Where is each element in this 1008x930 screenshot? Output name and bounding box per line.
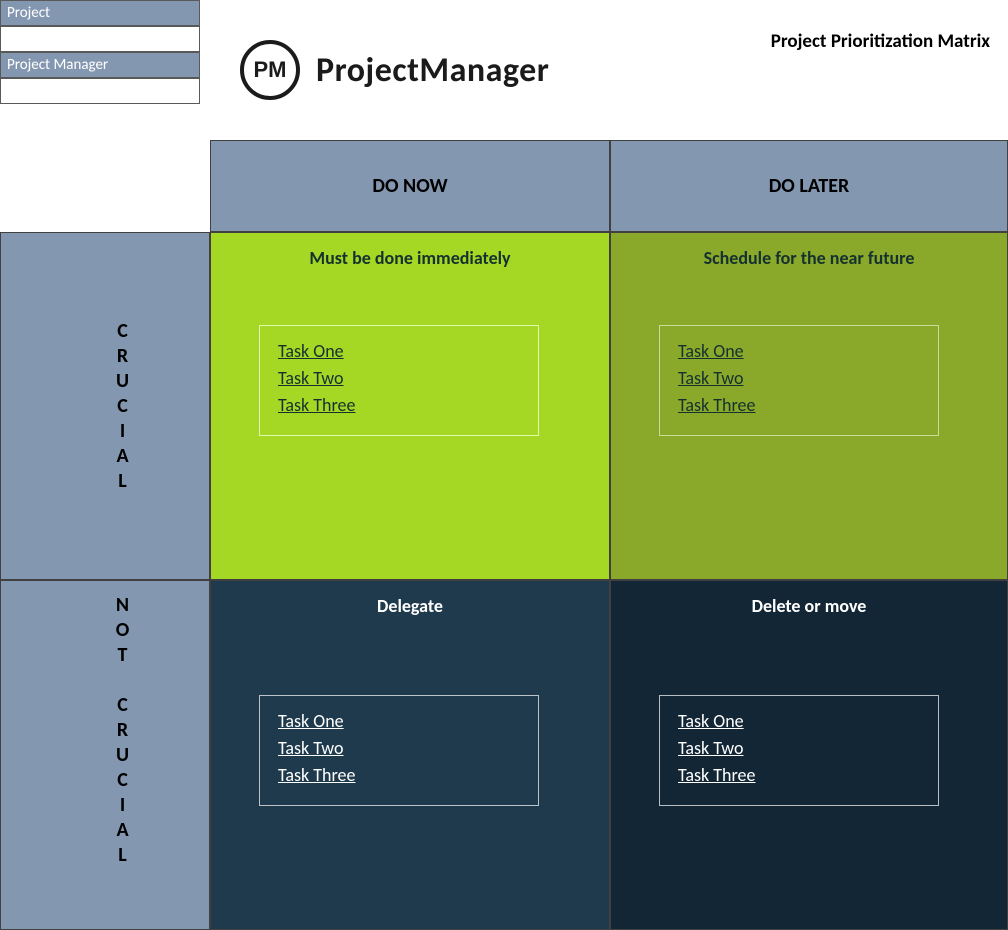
row-letter: I bbox=[116, 793, 130, 818]
quadrant-do-later-crucial: Schedule for the near future Task OneTas… bbox=[610, 232, 1008, 580]
task-link[interactable]: Task One bbox=[678, 338, 920, 365]
quadrant-do-now-crucial: Must be done immediately Task OneTask Tw… bbox=[210, 232, 610, 580]
task-box: Task OneTask TwoTask Three bbox=[659, 695, 939, 806]
row-letter: C bbox=[116, 768, 130, 793]
quadrant-do-later-not-crucial: Delete or move Task OneTask TwoTask Thre… bbox=[610, 580, 1008, 930]
task-link[interactable]: Task Three bbox=[278, 392, 520, 419]
pm-input[interactable] bbox=[0, 78, 200, 104]
row-letter: I bbox=[116, 419, 129, 444]
topleft-meta: Project Project Manager bbox=[0, 0, 200, 104]
row-letter: A bbox=[116, 444, 129, 469]
task-link[interactable]: Task One bbox=[678, 708, 920, 735]
row-letter: C bbox=[116, 693, 130, 718]
task-box: Task OneTask TwoTask Three bbox=[659, 325, 939, 436]
page: Project Project Manager PM ProjectManage… bbox=[0, 0, 1008, 930]
row-letter: L bbox=[116, 469, 129, 494]
row-letter: U bbox=[116, 743, 130, 768]
quadrant-subtitle: Schedule for the near future bbox=[659, 247, 959, 269]
row-head-not-crucial: NOT CRUCIAL bbox=[0, 580, 210, 930]
logo-text: ProjectManager bbox=[316, 50, 549, 91]
corner-blank bbox=[0, 140, 210, 232]
row-letter: R bbox=[116, 718, 130, 743]
quadrant-subtitle: Must be done immediately bbox=[259, 247, 561, 269]
row-head-crucial: CRUCIAL bbox=[0, 232, 210, 580]
task-box: Task OneTask TwoTask Three bbox=[259, 695, 539, 806]
task-link[interactable]: Task Two bbox=[278, 365, 520, 392]
row-label-crucial: CRUCIAL bbox=[116, 319, 129, 494]
pm-label: Project Manager bbox=[0, 52, 200, 78]
task-link[interactable]: Task Two bbox=[678, 365, 920, 392]
logo-icon: PM bbox=[240, 40, 300, 100]
project-input[interactable] bbox=[0, 26, 200, 52]
row-letter: C bbox=[116, 319, 129, 344]
task-link[interactable]: Task Three bbox=[678, 762, 920, 789]
task-link[interactable]: Task Two bbox=[278, 735, 520, 762]
row-letter: O bbox=[116, 618, 130, 643]
task-link[interactable]: Task Two bbox=[678, 735, 920, 762]
quadrant-subtitle: Delete or move bbox=[659, 595, 959, 617]
col-head-now: DO NOW bbox=[210, 140, 610, 232]
quadrant-subtitle: Delegate bbox=[259, 595, 561, 617]
col-head-later: DO LATER bbox=[610, 140, 1008, 232]
task-link[interactable]: Task Three bbox=[278, 762, 520, 789]
row-letter: C bbox=[116, 394, 129, 419]
row-letter: T bbox=[116, 643, 130, 668]
task-link[interactable]: Task One bbox=[278, 708, 520, 735]
project-label: Project bbox=[0, 0, 200, 26]
task-link[interactable]: Task One bbox=[278, 338, 520, 365]
priority-matrix: DO NOW DO LATER CRUCIAL Must be done imm… bbox=[0, 140, 1008, 930]
page-title: Project Prioritization Matrix bbox=[771, 30, 990, 53]
quadrant-do-now-not-crucial: Delegate Task OneTask TwoTask Three bbox=[210, 580, 610, 930]
row-letter: N bbox=[116, 593, 130, 618]
row-label-not-crucial: NOT CRUCIAL bbox=[116, 593, 130, 868]
task-box: Task OneTask TwoTask Three bbox=[259, 325, 539, 436]
logo: PM ProjectManager bbox=[240, 40, 549, 100]
row-letter: R bbox=[116, 344, 129, 369]
row-letter: L bbox=[116, 843, 130, 868]
row-letter: U bbox=[116, 369, 129, 394]
row-letter: A bbox=[116, 818, 130, 843]
header: PM ProjectManager Project Prioritization… bbox=[210, 0, 1008, 140]
task-link[interactable]: Task Three bbox=[678, 392, 920, 419]
